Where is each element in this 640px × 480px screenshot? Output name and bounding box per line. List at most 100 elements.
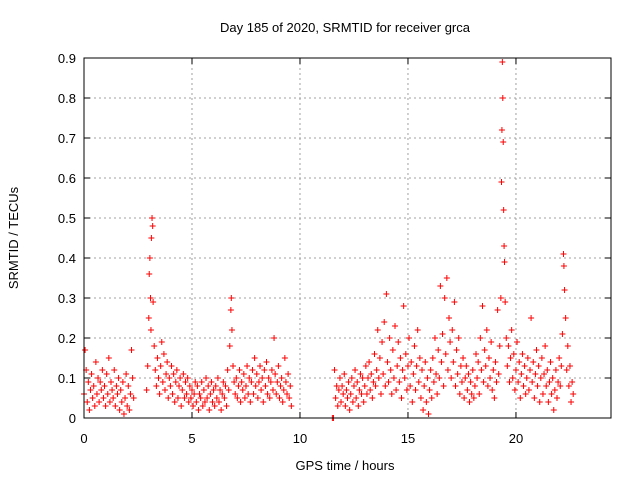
data-point [143,387,150,393]
data-point [352,367,359,373]
data-point [221,395,228,401]
data-point [231,379,238,385]
data-point [471,383,478,389]
data-point [521,363,528,369]
data-point [427,367,434,373]
data-point [536,399,543,405]
data-point [187,395,194,401]
data-point [362,363,369,369]
data-point [507,355,514,361]
data-point [199,403,206,409]
data-point [183,391,190,397]
data-point [127,391,134,397]
data-point [545,399,552,405]
data-point [111,367,118,373]
data-point [348,375,355,381]
data-point [200,387,207,393]
data-point [150,299,157,305]
data-point [240,371,247,377]
data-point [415,379,422,385]
data-point [156,391,163,397]
data-point [366,359,373,365]
data-point [376,355,383,361]
data-point [245,391,252,397]
data-point [333,383,340,389]
data-point [546,379,553,385]
data-point [398,395,405,401]
data-point [277,383,284,389]
data-point [448,375,455,381]
data-point [207,391,214,397]
data-point [515,379,522,385]
data-point [174,395,181,401]
data-point [375,375,382,381]
data-point [227,307,234,313]
data-point [265,375,272,381]
data-point [499,59,506,65]
data-point [437,283,444,289]
y-tick-label: 0.8 [58,91,76,106]
data-point [419,367,426,373]
data-point [263,359,270,365]
x-tick-label: 5 [188,431,195,446]
data-point [487,375,494,381]
data-point [269,387,276,393]
data-point [476,391,483,397]
data-point [406,335,413,341]
data-point [339,383,346,389]
data-point [439,331,446,337]
data-point [518,371,525,377]
data-point [167,383,174,389]
data-point [235,383,242,389]
data-point [475,359,482,365]
data-point [190,403,197,409]
y-tick-label: 0.9 [58,51,76,66]
data-point [501,243,508,249]
data-point [534,383,541,389]
data-point [234,395,241,401]
data-point [203,375,210,381]
data-point [86,407,93,413]
data-point [158,339,165,345]
data-point [421,383,428,389]
data-point [154,355,161,361]
data-point [268,367,275,373]
data-point [163,371,170,377]
y-tick-label: 0.2 [58,331,76,346]
data-point [155,375,162,381]
data-point [194,383,201,389]
data-point [550,407,557,413]
data-point [181,395,188,401]
data-point [196,391,203,397]
data-point [543,383,550,389]
data-point [492,359,499,365]
y-tick-label: 0.4 [58,251,76,266]
data-point [129,375,136,381]
data-point [468,391,475,397]
data-point [185,399,192,405]
data-point [558,363,565,369]
data-point [247,399,254,405]
y-tick-label: 0.3 [58,291,76,306]
data-point [186,383,193,389]
data-point [280,387,287,393]
data-point [146,271,153,277]
data-point [105,355,112,361]
data-point [220,379,227,385]
data-point [184,375,191,381]
data-point [494,307,501,313]
data-point [236,367,243,373]
data-point [104,391,111,397]
data-point [225,387,232,393]
data-point [396,379,403,385]
data-point [425,411,432,417]
data-point [249,367,256,373]
data-point [414,327,421,333]
data-point [230,363,237,369]
data-point [516,359,523,365]
data-point [444,367,451,373]
data-point [159,379,166,385]
data-point [369,395,376,401]
data-point [281,355,288,361]
data-point [354,379,361,385]
